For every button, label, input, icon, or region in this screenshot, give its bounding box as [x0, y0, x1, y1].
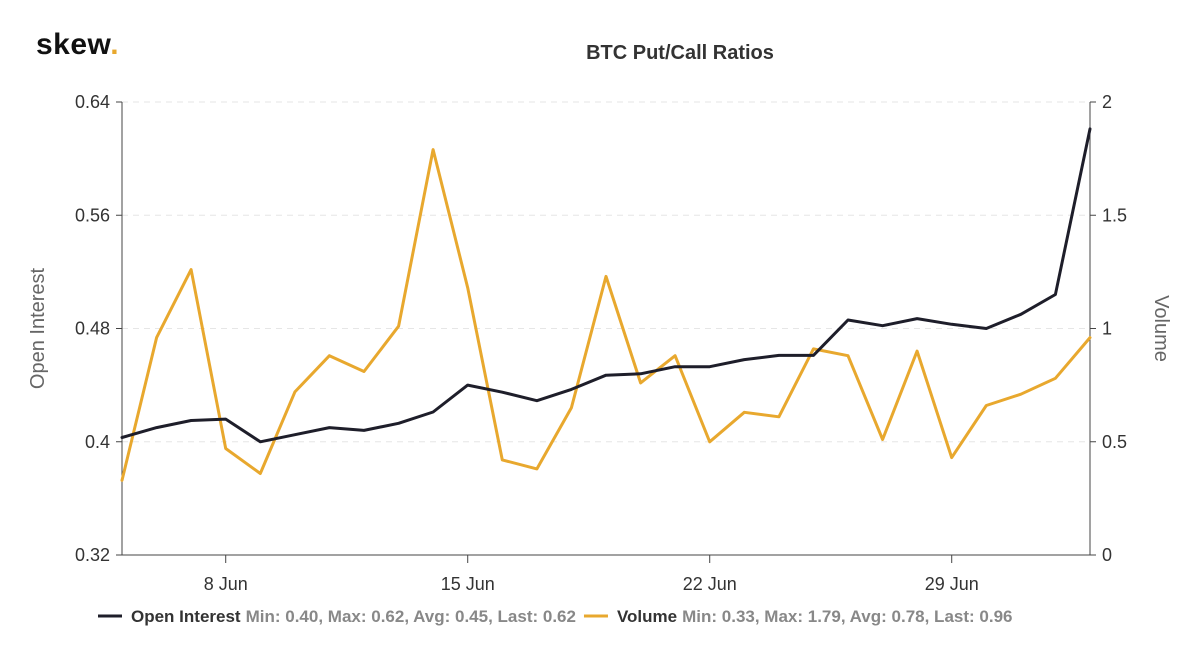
legend-stats: Min: 0.40, Max: 0.62, Avg: 0.45, Last: 0… [246, 607, 576, 626]
logo-dot: . [110, 28, 120, 61]
legend-name: Open Interest [131, 607, 241, 626]
y-left-tick-label: 0.32 [75, 545, 110, 565]
skew-logo: skew. [36, 28, 119, 62]
y-right-tick-label: 2 [1102, 92, 1112, 112]
x-tick-label: 15 Jun [441, 574, 495, 594]
series-line-volume [120, 148, 1092, 482]
x-tick-label: 29 Jun [925, 574, 979, 594]
series-line-open-interest [120, 127, 1092, 444]
legend-item-volume[interactable]: Volume Min: 0.33, Max: 1.79, Avg: 0.78, L… [583, 607, 1013, 626]
y-right-tick-label: 0.5 [1102, 432, 1127, 452]
legend[interactable]: Open Interest Min: 0.40, Max: 0.62, Avg: … [98, 607, 1012, 626]
axis-layer: 0.32 0.4 0.48 0.56 0.64 0 0.5 1 1.5 2 8 Jun 15 Jun 2… [27, 92, 1172, 594]
y-right-axis-title: Volume [1150, 295, 1172, 362]
legend-item-open-interest[interactable]: Open Interest Min: 0.40, Max: 0.62, Avg: … [98, 607, 576, 626]
chart-title: BTC Put/Call Ratios [586, 42, 774, 64]
y-right-tick-label: 1 [1102, 319, 1112, 339]
y-left-tick-label: 0.4 [85, 432, 110, 452]
y-left-tick-label: 0.56 [75, 205, 110, 225]
grid-layer [122, 101, 1090, 443]
x-tick-label: 22 Jun [683, 574, 737, 594]
x-tick-label: 8 Jun [204, 574, 248, 594]
logo-text: skew [36, 28, 111, 61]
y-left-tick-label: 0.48 [75, 319, 110, 339]
y-right-tick-label: 0 [1102, 545, 1112, 565]
y-right-tick-label: 1.5 [1102, 205, 1127, 225]
y-left-axis-title: Open Interest [27, 267, 49, 389]
y-left-tick-label: 0.64 [75, 92, 110, 112]
legend-stats: Min: 0.33, Max: 1.79, Avg: 0.78, Last: 0… [682, 607, 1012, 626]
series-layer [120, 127, 1092, 482]
legend-name: Volume [617, 607, 677, 626]
